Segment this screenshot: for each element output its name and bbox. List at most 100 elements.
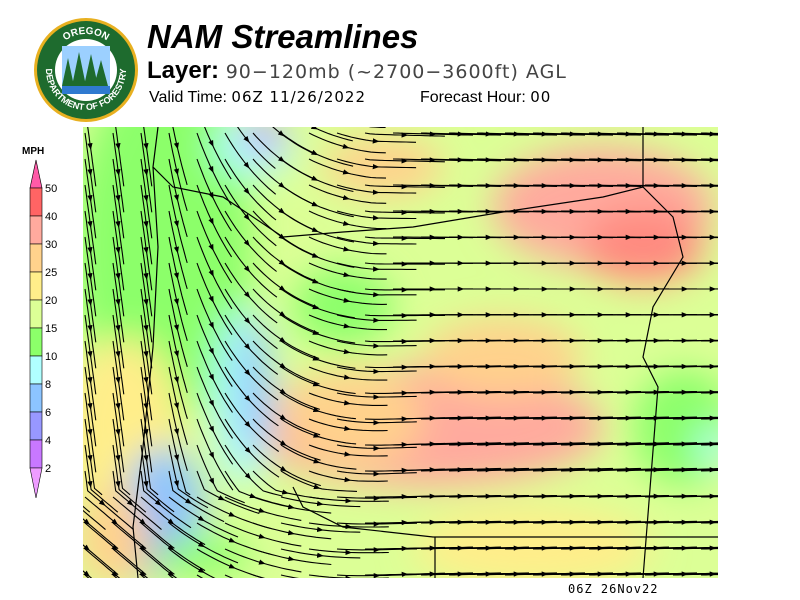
streamline xyxy=(516,416,558,419)
streamline xyxy=(336,236,380,247)
streamline xyxy=(201,519,239,538)
streamline xyxy=(224,392,251,428)
streamline xyxy=(176,483,209,509)
streamline xyxy=(168,288,179,332)
streamline xyxy=(376,370,417,373)
streamline xyxy=(392,441,437,447)
streamline xyxy=(347,402,388,406)
legend-tick: 50 xyxy=(45,183,57,195)
streamline xyxy=(84,210,93,254)
streamline xyxy=(336,418,381,426)
streamline xyxy=(176,276,188,316)
streamline xyxy=(308,132,350,149)
streamline xyxy=(336,521,381,527)
streamline xyxy=(252,158,286,189)
legend-swatch xyxy=(29,327,43,357)
streamline xyxy=(224,548,266,565)
streamline xyxy=(700,496,718,498)
forecast-hour-label: Forecast Hour: xyxy=(420,89,526,106)
streamline xyxy=(317,487,358,492)
streamline xyxy=(236,127,250,143)
streamline xyxy=(364,132,409,138)
streamline xyxy=(140,288,149,332)
streamline xyxy=(117,250,125,291)
streamline xyxy=(143,548,175,575)
legend-swatch xyxy=(29,187,43,217)
streamline xyxy=(212,403,234,439)
streamline xyxy=(262,562,302,573)
streamline xyxy=(140,340,149,384)
streamline xyxy=(516,442,558,445)
streamline xyxy=(588,519,633,525)
streamline xyxy=(247,269,278,298)
streamline xyxy=(176,250,188,290)
streamline xyxy=(476,571,521,577)
streamline xyxy=(84,132,93,176)
streamline xyxy=(84,366,93,410)
streamline xyxy=(320,529,361,533)
streamline xyxy=(488,133,530,136)
streamline xyxy=(392,157,437,163)
streamline xyxy=(252,210,286,240)
streamline xyxy=(684,468,718,471)
streamline xyxy=(420,519,465,525)
streamline xyxy=(315,230,355,243)
streamline xyxy=(656,572,698,575)
legend-tick: 25 xyxy=(45,267,57,279)
streamline xyxy=(112,340,121,384)
streamline xyxy=(84,158,93,202)
streamline xyxy=(112,470,134,506)
streamline xyxy=(176,302,188,341)
streamline xyxy=(488,520,530,523)
streamline xyxy=(224,314,251,351)
streamline xyxy=(117,276,125,317)
streamline xyxy=(516,572,558,575)
streamline xyxy=(476,157,521,163)
streamline xyxy=(196,548,236,569)
streamline xyxy=(89,276,97,317)
streamline xyxy=(628,416,670,419)
wind-speed-area xyxy=(413,507,653,578)
streamline xyxy=(616,467,661,473)
streamline xyxy=(248,450,280,478)
streamline xyxy=(600,520,642,523)
streamline xyxy=(247,373,279,401)
forecast-hour-value: 00 xyxy=(530,88,552,106)
streamline xyxy=(224,340,251,376)
streamline xyxy=(316,461,357,470)
streamline xyxy=(432,133,474,136)
streamline xyxy=(308,522,353,530)
streamline xyxy=(504,441,549,447)
streamline xyxy=(460,133,502,136)
streamline xyxy=(684,133,718,136)
streamline xyxy=(315,255,355,268)
legend-swatch xyxy=(29,411,43,441)
streamline xyxy=(212,481,245,504)
streamline xyxy=(644,519,689,525)
streamline xyxy=(112,392,121,436)
streamline xyxy=(600,467,642,471)
streamline xyxy=(176,224,188,264)
streamline xyxy=(212,429,234,465)
streamline xyxy=(224,236,251,273)
streamline xyxy=(392,415,437,421)
streamline xyxy=(420,389,465,395)
streamline xyxy=(644,571,689,577)
streamline xyxy=(600,442,642,445)
streamline xyxy=(347,377,388,381)
streamline xyxy=(140,522,175,551)
streamline xyxy=(336,132,380,144)
streamline xyxy=(672,545,717,551)
streamline xyxy=(89,354,97,395)
streamline xyxy=(560,415,605,421)
streamline xyxy=(488,416,530,419)
streamline xyxy=(404,211,445,214)
streamline xyxy=(544,442,586,445)
streamline xyxy=(168,418,180,462)
streamline xyxy=(211,351,233,387)
streamline xyxy=(224,158,250,195)
streamline xyxy=(532,519,577,525)
streamline xyxy=(364,261,409,267)
streamline xyxy=(684,159,718,162)
streamline xyxy=(89,302,97,343)
